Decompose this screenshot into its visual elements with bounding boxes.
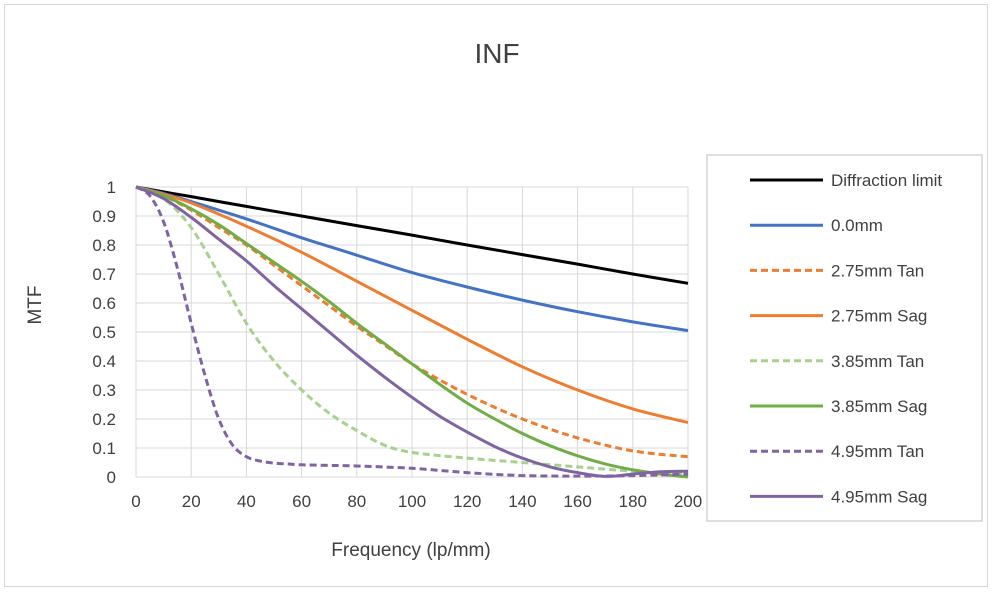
legend-label: 0.0mm: [831, 216, 883, 235]
y-tick-label: 0.8: [92, 236, 116, 255]
x-tick-label: 60: [292, 492, 311, 511]
legend-label: 4.95mm Sag: [831, 487, 927, 506]
y-tick-label: 0.1: [92, 439, 116, 458]
series-line: [135, 185, 689, 459]
series-line: [135, 185, 689, 285]
chart-title: INF: [474, 38, 519, 69]
x-tick-label: 100: [398, 492, 426, 511]
y-tick-label: 0.2: [92, 410, 116, 429]
y-tick-label: 0.9: [92, 207, 116, 226]
series-line: [135, 185, 689, 479]
x-tick-label: 0: [131, 492, 140, 511]
x-tick-label: 120: [453, 492, 481, 511]
legend-label: 4.95mm Tan: [831, 442, 924, 461]
y-tick-label: 0.5: [92, 323, 116, 342]
series-line: [135, 185, 689, 476]
y-tick-label: 0.7: [92, 265, 116, 284]
y-axis-label: MTF: [25, 285, 46, 324]
y-tick-label: 0: [107, 468, 116, 487]
mtf-chart: 0 20 40 60 80 100 120 140 160 180 200 0 0.1 0.2 0.3 0.…: [25, 38, 983, 561]
y-tick-label: 0.4: [92, 352, 116, 371]
legend-label: Diffraction limit: [831, 171, 942, 190]
y-tick-label: 0.3: [92, 381, 116, 400]
series-line: [135, 185, 689, 424]
chart-frame: 0 20 40 60 80 100 120 140 160 180 200 0 0.1 0.2 0.3 0.…: [4, 4, 988, 587]
series-lines: [135, 185, 689, 479]
x-tick-label: 200: [674, 492, 702, 511]
x-tick-label: 180: [619, 492, 647, 511]
series-line: [135, 185, 689, 478]
gridlines: [135, 186, 689, 478]
y-tick-label: 0.6: [92, 294, 116, 313]
x-tick-label: 20: [182, 492, 201, 511]
series-line: [135, 185, 689, 478]
x-tick-label: 160: [563, 492, 591, 511]
x-axis-label: Frequency (lp/mm): [331, 540, 490, 561]
legend-box: [706, 154, 983, 522]
x-tick-label: 40: [237, 492, 256, 511]
y-tick-label: 1: [107, 178, 116, 197]
legend-label: 2.75mm Sag: [831, 307, 927, 326]
x-tick-label: 140: [508, 492, 536, 511]
legend-label: 3.85mm Sag: [831, 397, 927, 416]
legend-label: 3.85mm Tan: [831, 352, 924, 371]
x-tick-labels: 0 20 40 60 80 100 120 140 160 180 200: [131, 492, 702, 511]
legend-label: 2.75mm Tan: [831, 261, 924, 280]
x-tick-label: 80: [347, 492, 366, 511]
y-tick-labels: 0 0.1 0.2 0.3 0.4 0.5 0.6 0.7 0.8 0.9 1: [92, 178, 116, 487]
legend: Diffraction limit 0.0mm 2.75mm Tan 2.75mm S…: [706, 154, 983, 522]
